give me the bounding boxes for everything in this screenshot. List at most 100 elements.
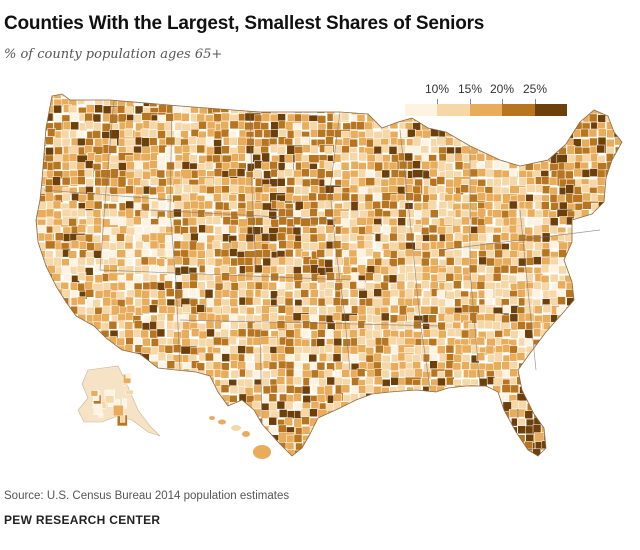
county-cell — [85, 178, 94, 187]
county-cell — [540, 160, 549, 170]
county-cell — [335, 361, 344, 371]
county-cell — [238, 457, 246, 465]
county-cell — [213, 146, 223, 155]
county-cell — [486, 130, 496, 139]
county-cell — [301, 178, 311, 188]
county-cell — [228, 224, 237, 234]
county-cell — [484, 216, 493, 225]
county-cell — [199, 97, 208, 106]
county-cell — [461, 400, 471, 418]
county-cell — [532, 393, 549, 402]
county-cell — [589, 371, 599, 380]
county-cell — [453, 369, 463, 379]
county-cell — [492, 94, 502, 98]
county-cell — [622, 107, 638, 115]
county-cell — [148, 137, 158, 146]
county-cell — [63, 273, 72, 282]
county-cell — [348, 329, 358, 339]
county-cell — [349, 288, 359, 298]
county-cell — [68, 200, 78, 209]
county-cell — [468, 131, 478, 140]
county-cell — [612, 296, 621, 305]
county-cell — [212, 240, 221, 250]
county-cell — [564, 233, 573, 242]
county-cell — [221, 288, 231, 298]
county-cell — [317, 115, 327, 124]
county-cell — [477, 225, 487, 234]
county-cell — [502, 304, 512, 314]
county-cell — [45, 442, 54, 451]
county-cell — [421, 96, 438, 106]
county-cell — [189, 402, 198, 419]
county-cell — [607, 401, 616, 411]
county-cell — [116, 233, 125, 242]
county-cell — [420, 448, 430, 456]
county-cell — [324, 449, 334, 456]
county-cell — [614, 424, 622, 434]
county-cell — [205, 137, 215, 146]
county-cell — [581, 169, 591, 178]
county-cell — [430, 209, 439, 218]
county-cell — [45, 451, 55, 456]
county-cell — [572, 274, 582, 283]
county-cell — [588, 248, 598, 266]
county-cell — [621, 392, 622, 409]
county-cell — [205, 193, 214, 202]
county-cell — [84, 281, 93, 290]
county-cell — [431, 458, 439, 466]
county-cell — [36, 298, 53, 308]
county-cell — [204, 161, 214, 171]
county-cell — [36, 296, 40, 305]
county-cell — [268, 211, 277, 220]
county-cell — [357, 441, 366, 451]
county-cell — [55, 249, 64, 259]
county-cell — [230, 409, 240, 419]
county-cell — [526, 136, 535, 145]
county-cell — [221, 185, 230, 194]
county-cell — [606, 138, 615, 148]
county-cell — [61, 176, 71, 186]
county-cell — [260, 193, 270, 202]
county-cell — [332, 426, 341, 436]
county-cell — [36, 185, 38, 203]
county-cell — [60, 322, 78, 332]
county-cell — [556, 306, 565, 316]
county-cell — [518, 144, 527, 153]
legend-swatch-15-20 — [469, 104, 503, 116]
county-cell — [476, 153, 486, 162]
county-cell — [181, 424, 190, 434]
county-cell — [532, 104, 542, 114]
county-cell — [492, 321, 501, 330]
county-cell — [444, 432, 461, 442]
county-cell — [276, 145, 286, 155]
county-cell — [206, 121, 216, 130]
county-cell — [477, 264, 486, 274]
county-cell — [541, 112, 550, 122]
county-cell — [261, 138, 270, 147]
county-cell — [140, 210, 149, 220]
county-cell — [430, 441, 440, 450]
county-cell — [220, 369, 230, 379]
county-cell — [247, 328, 256, 338]
county-cell — [197, 250, 206, 259]
county-cell — [390, 208, 399, 218]
county-cell — [509, 296, 518, 306]
county-cell — [397, 440, 407, 450]
county-cell — [374, 449, 383, 456]
county-cell — [596, 441, 605, 451]
county-cell — [70, 408, 79, 417]
county-cell — [278, 208, 287, 217]
county-cell — [244, 177, 254, 187]
county-cell — [158, 216, 168, 226]
county-cell — [350, 210, 359, 219]
county-cell — [197, 169, 207, 178]
us-coastline — [35, 93, 623, 457]
county-cell — [190, 200, 199, 210]
county-cell — [612, 240, 621, 250]
county-cell — [606, 457, 622, 465]
county-cell — [52, 161, 62, 170]
county-cell — [557, 314, 566, 324]
county-cell — [518, 400, 527, 410]
county-cell — [116, 291, 125, 300]
county-cell — [133, 328, 142, 338]
